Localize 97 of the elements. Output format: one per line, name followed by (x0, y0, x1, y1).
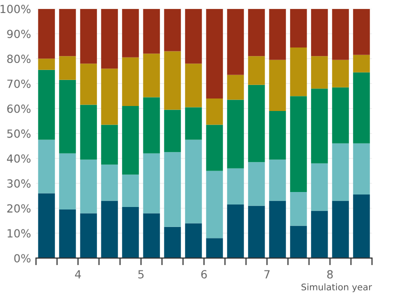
bar (101, 8, 118, 69)
bar (290, 47, 307, 96)
y-tick-label: 60% (7, 104, 31, 113)
bar (59, 209, 76, 258)
bar (206, 98, 223, 125)
bar (248, 8, 265, 56)
bar (353, 54, 370, 72)
x-tick-label: 4 (75, 270, 81, 278)
bar (311, 56, 328, 89)
bar (59, 56, 76, 80)
y-tick-label: 90% (7, 30, 31, 38)
bar (164, 152, 181, 227)
bar (353, 8, 370, 55)
x-axis-title: Simulation year (301, 283, 372, 292)
bar (269, 160, 286, 201)
bar (143, 54, 160, 98)
bar (185, 223, 202, 258)
bar (269, 8, 286, 60)
y-tick-label: 20% (7, 204, 31, 213)
bar (185, 8, 202, 64)
bar (185, 140, 202, 224)
bar (311, 8, 328, 56)
bar (227, 74, 244, 100)
bar (143, 213, 160, 258)
bar (122, 106, 139, 175)
bar (185, 107, 202, 140)
bar (332, 143, 349, 201)
bar (353, 194, 370, 258)
y-tick-label: 10% (8, 229, 31, 238)
bar (143, 153, 160, 214)
y-tick-label: 100% (0, 4, 31, 14)
bar (227, 168, 244, 204)
bar (59, 80, 76, 154)
bar (164, 51, 181, 110)
bar (122, 174, 139, 207)
bar (248, 206, 265, 258)
bar (248, 162, 265, 206)
bar (101, 200, 118, 258)
bar (290, 96, 307, 192)
bar (38, 58, 55, 70)
bar (122, 8, 139, 58)
y-tick-label: 80% (7, 54, 31, 64)
bar (164, 110, 181, 152)
bar (59, 8, 76, 56)
bar (227, 204, 244, 258)
bar (164, 226, 181, 258)
bar (164, 8, 181, 52)
bar (185, 64, 202, 108)
bar (290, 192, 307, 226)
y-tick-label: 70% (7, 80, 31, 88)
y-tick-label: 50% (7, 129, 31, 138)
y-tick-label: 40% (6, 154, 31, 163)
bar (269, 60, 286, 112)
bar (143, 97, 160, 154)
bar (80, 160, 97, 214)
bar (248, 56, 265, 85)
bar (290, 226, 307, 258)
y-tick-label: 0% (14, 254, 31, 262)
bar (248, 84, 265, 162)
bar (122, 206, 139, 258)
bar (101, 124, 118, 165)
bar (311, 210, 328, 258)
bar (332, 200, 349, 258)
bar (269, 200, 286, 258)
bar (206, 124, 223, 171)
bar (80, 64, 97, 105)
bar (143, 8, 160, 54)
bar (206, 8, 223, 99)
bar (38, 8, 55, 59)
bar (311, 163, 328, 211)
x-tick-label: 7 (264, 270, 270, 278)
bar (332, 87, 349, 144)
bar (80, 8, 97, 64)
bar (332, 8, 349, 60)
bar (122, 57, 139, 106)
bar (101, 68, 118, 125)
bar (227, 8, 244, 75)
bar (101, 164, 118, 201)
bar (227, 100, 244, 168)
bar (206, 170, 223, 238)
y-tick-label: 30% (7, 179, 31, 188)
bar (38, 193, 55, 258)
bar (311, 88, 328, 164)
bar (206, 238, 223, 258)
bar (38, 70, 55, 140)
bar (332, 60, 349, 88)
bar (269, 111, 286, 160)
x-tick-label: 6 (201, 270, 207, 278)
bar (59, 153, 76, 210)
x-tick-label: 8 (327, 270, 333, 278)
bar (353, 72, 370, 144)
bar (80, 213, 97, 258)
bar (290, 8, 307, 48)
bar (353, 143, 370, 195)
bar (38, 140, 55, 194)
bar (80, 104, 97, 160)
x-tick-label: 5 (138, 270, 144, 278)
